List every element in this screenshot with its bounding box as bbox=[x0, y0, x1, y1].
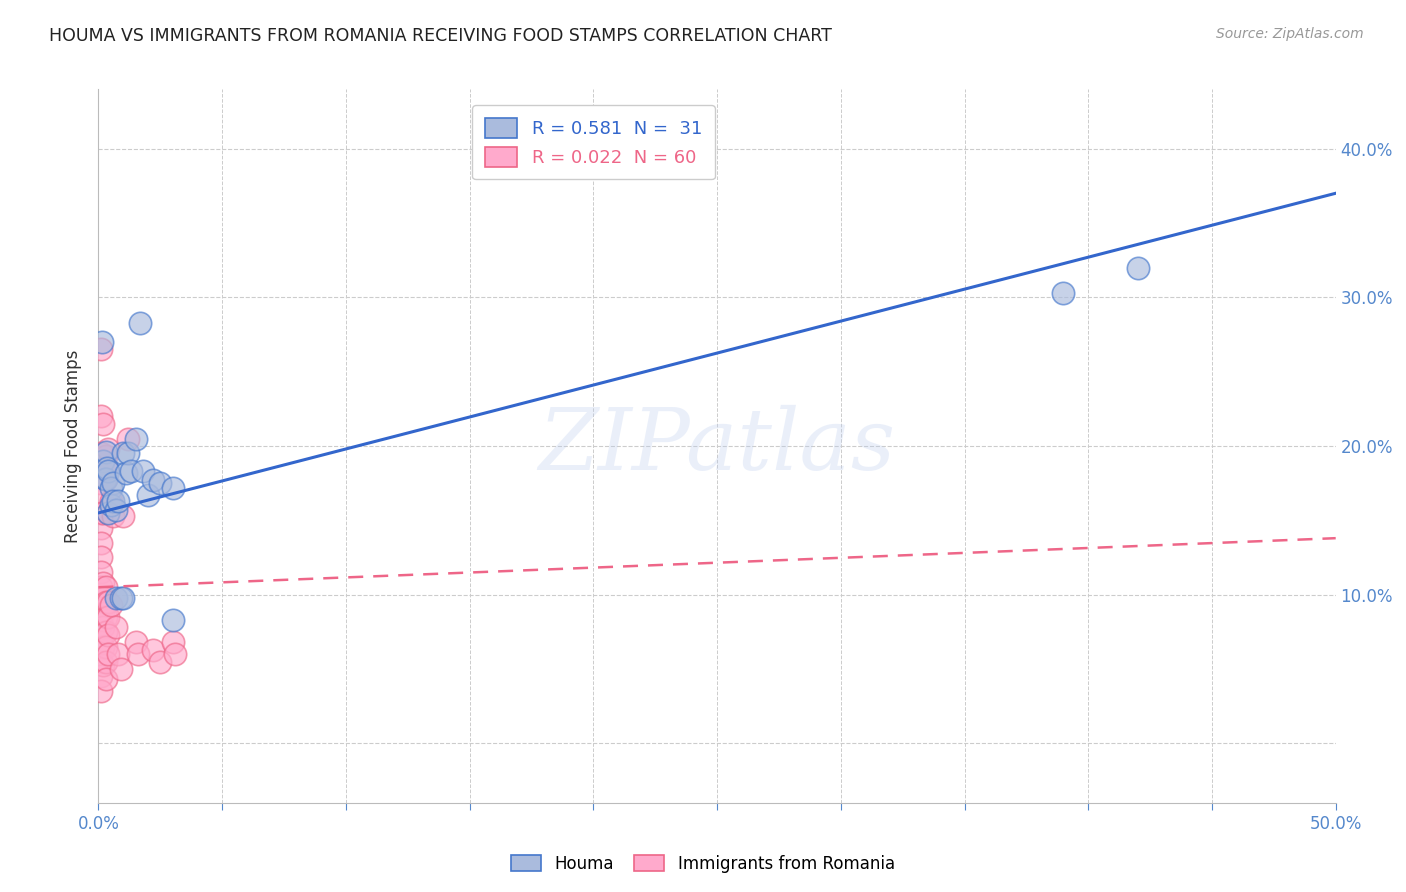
Point bbox=[90, 446, 112, 460]
Point bbox=[90, 506, 112, 520]
Point bbox=[90, 580, 112, 594]
Point bbox=[107, 494, 129, 508]
Point bbox=[103, 508, 125, 523]
Point bbox=[94, 640, 117, 654]
Point bbox=[96, 461, 118, 475]
Legend: Houma, Immigrants from Romania: Houma, Immigrants from Romania bbox=[505, 848, 901, 880]
Point bbox=[93, 620, 115, 634]
Point bbox=[93, 606, 115, 620]
Point bbox=[90, 454, 112, 468]
Point bbox=[120, 464, 142, 478]
Point bbox=[93, 657, 115, 672]
Text: HOUMA VS IMMIGRANTS FROM ROMANIA RECEIVING FOOD STAMPS CORRELATION CHART: HOUMA VS IMMIGRANTS FROM ROMANIA RECEIVI… bbox=[49, 27, 832, 45]
Point bbox=[104, 591, 127, 605]
Point bbox=[97, 595, 120, 609]
Point bbox=[103, 494, 125, 508]
Point bbox=[90, 343, 112, 357]
Point bbox=[90, 655, 112, 669]
Point bbox=[93, 472, 115, 486]
Point bbox=[112, 508, 135, 523]
Point bbox=[94, 624, 117, 639]
Point bbox=[90, 491, 112, 505]
Point bbox=[124, 432, 146, 446]
Point bbox=[90, 669, 112, 683]
Point bbox=[97, 647, 120, 661]
Point bbox=[90, 617, 112, 632]
Point bbox=[97, 628, 120, 642]
Point bbox=[112, 591, 135, 605]
Point bbox=[100, 499, 122, 513]
Point bbox=[142, 642, 165, 657]
Point bbox=[103, 476, 125, 491]
Point bbox=[94, 450, 117, 464]
Point bbox=[91, 334, 114, 349]
Point bbox=[114, 466, 136, 480]
Point bbox=[1052, 285, 1074, 300]
Point bbox=[93, 417, 115, 431]
Point bbox=[90, 476, 112, 491]
Point bbox=[112, 446, 135, 460]
Y-axis label: Receiving Food Stamps: Receiving Food Stamps bbox=[65, 350, 83, 542]
Point bbox=[90, 550, 112, 565]
Point bbox=[127, 647, 149, 661]
Point bbox=[94, 610, 117, 624]
Point bbox=[136, 488, 159, 502]
Point bbox=[97, 464, 120, 478]
Point bbox=[90, 535, 112, 549]
Point bbox=[93, 575, 115, 590]
Point bbox=[1126, 260, 1149, 275]
Point bbox=[104, 620, 127, 634]
Point bbox=[104, 503, 127, 517]
Point bbox=[162, 613, 184, 627]
Point bbox=[100, 494, 122, 508]
Point bbox=[90, 461, 112, 475]
Point bbox=[107, 647, 129, 661]
Point bbox=[129, 316, 152, 330]
Point bbox=[162, 635, 184, 649]
Point bbox=[93, 506, 115, 520]
Point bbox=[97, 506, 120, 520]
Text: ZIPatlas: ZIPatlas bbox=[538, 405, 896, 487]
Point bbox=[117, 446, 139, 460]
Point bbox=[94, 673, 117, 687]
Point bbox=[90, 566, 112, 580]
Point bbox=[90, 684, 112, 698]
Point bbox=[94, 580, 117, 594]
Point bbox=[94, 595, 117, 609]
Point bbox=[90, 602, 112, 616]
Legend: R = 0.581  N =  31, R = 0.022  N = 60: R = 0.581 N = 31, R = 0.022 N = 60 bbox=[472, 105, 714, 179]
Point bbox=[149, 476, 172, 491]
Point bbox=[90, 521, 112, 535]
Point bbox=[110, 662, 132, 676]
Point bbox=[97, 610, 120, 624]
Point bbox=[94, 461, 117, 475]
Point bbox=[90, 635, 112, 649]
Point bbox=[97, 506, 120, 520]
Point bbox=[100, 481, 122, 495]
Point bbox=[93, 591, 115, 605]
Point bbox=[93, 454, 115, 468]
Point bbox=[90, 591, 112, 605]
Point bbox=[149, 655, 172, 669]
Point bbox=[165, 647, 187, 661]
Point bbox=[124, 635, 146, 649]
Point bbox=[142, 473, 165, 487]
Point bbox=[94, 655, 117, 669]
Point bbox=[93, 461, 115, 475]
Text: Source: ZipAtlas.com: Source: ZipAtlas.com bbox=[1216, 27, 1364, 41]
Point bbox=[93, 454, 115, 468]
Point bbox=[94, 472, 117, 486]
Point bbox=[94, 472, 117, 486]
Point bbox=[93, 640, 115, 654]
Point bbox=[117, 432, 139, 446]
Point bbox=[90, 409, 112, 424]
Point bbox=[94, 445, 117, 459]
Point bbox=[162, 481, 184, 495]
Point bbox=[97, 442, 120, 456]
Point bbox=[100, 598, 122, 612]
Point bbox=[110, 591, 132, 605]
Point bbox=[132, 464, 155, 478]
